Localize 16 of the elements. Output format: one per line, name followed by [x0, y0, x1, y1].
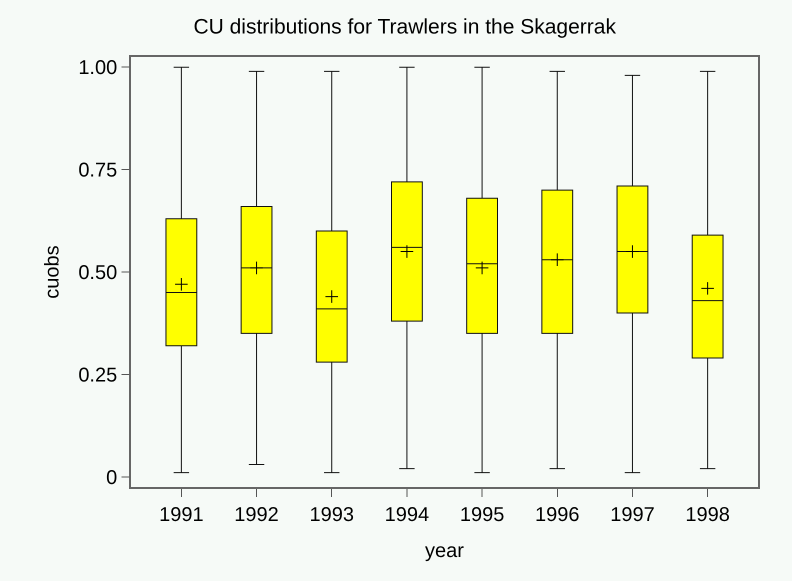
x-tick-label: 1992 — [234, 504, 279, 526]
x-tick-label: 1998 — [685, 504, 730, 526]
x-axis-title: year — [425, 540, 464, 562]
y-tick-label: 0 — [106, 466, 118, 489]
x-tick-label: 1991 — [159, 504, 204, 526]
y-axis-title: cuobs — [41, 245, 64, 299]
x-tick-label: 1997 — [610, 504, 655, 526]
x-tick-label: 1994 — [384, 504, 430, 526]
chart-title: CU distributions for Trawlers in the Skagerrak — [193, 15, 616, 38]
x-tick-label: 1995 — [460, 504, 504, 526]
y-tick-label: 0.25 — [78, 364, 118, 386]
y-tick-label: 1.00 — [78, 57, 118, 80]
x-tick-label: 1996 — [535, 504, 580, 526]
y-tick-label: 0.75 — [78, 160, 118, 182]
y-tick-label: 0.50 — [78, 262, 118, 284]
x-tick-label: 1993 — [309, 504, 354, 526]
